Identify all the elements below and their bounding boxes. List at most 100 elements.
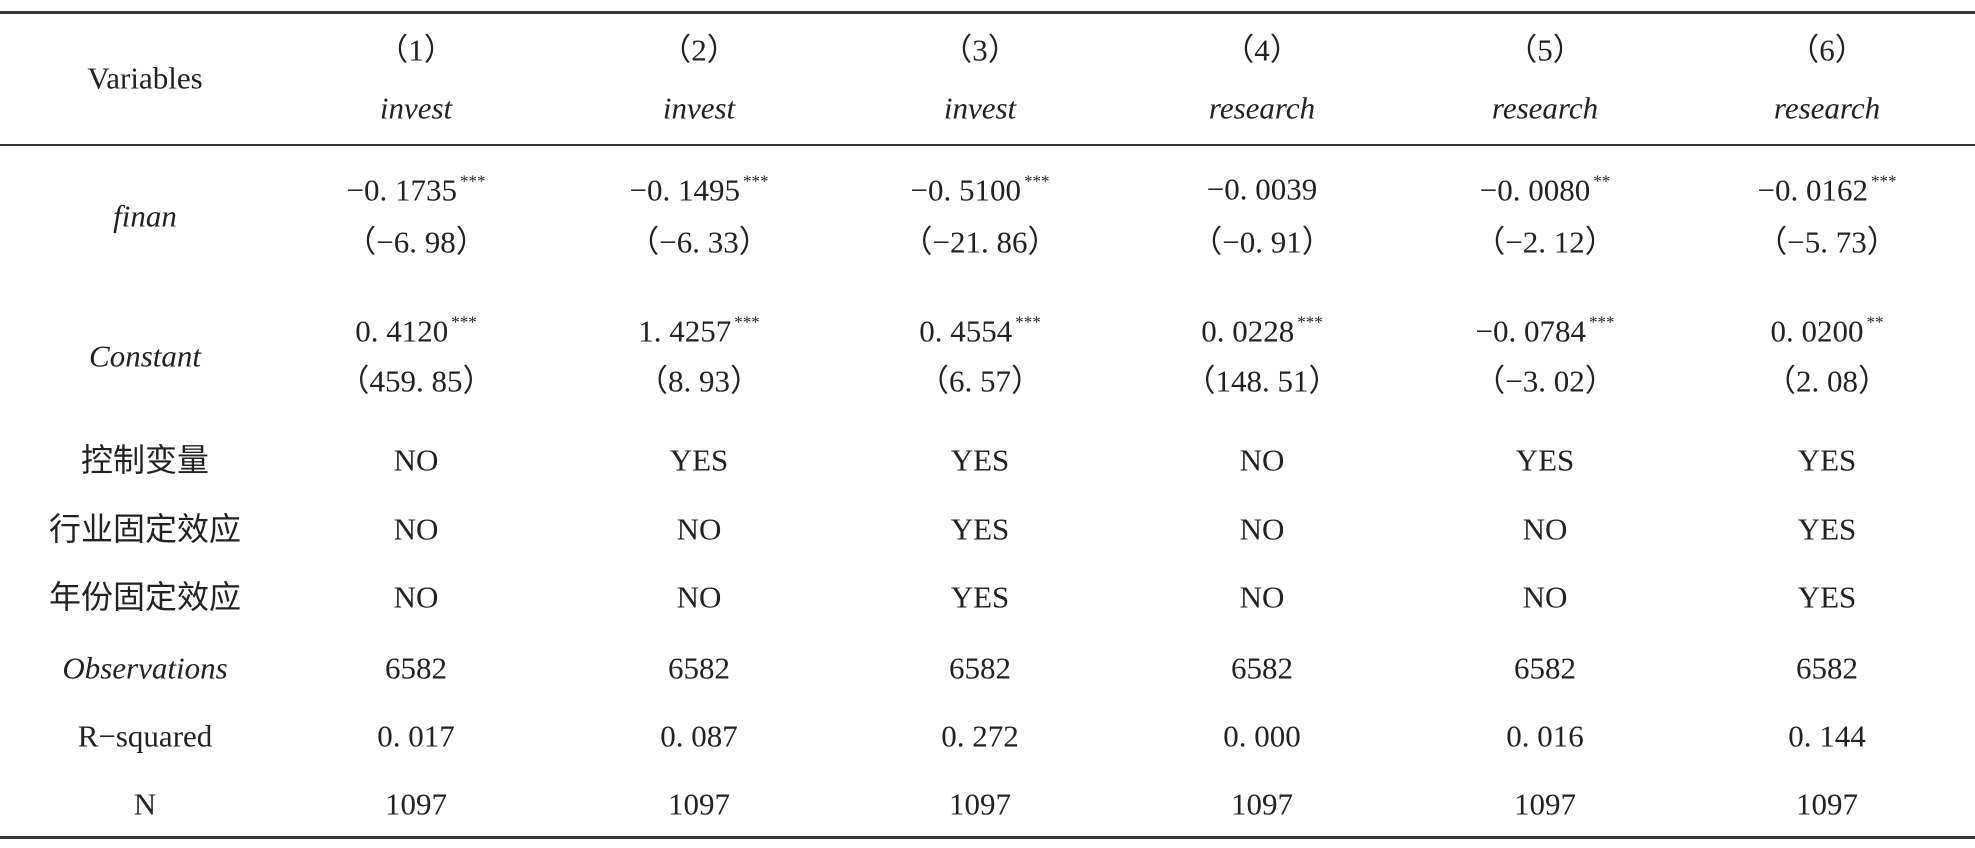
cell: 0. 016 [1506, 718, 1584, 754]
cell: 6582 [1231, 650, 1293, 686]
coefficient-value: −0. 1735 [346, 172, 457, 208]
column-number: （3） [941, 32, 1019, 68]
dependent-variable: research [1208, 90, 1316, 126]
row-label: 行业固定效应 [48, 510, 242, 548]
coefficient: −0. 0162 *** [1758, 173, 1897, 206]
cell: 1097 [385, 786, 447, 822]
cell: YES [1515, 442, 1575, 478]
t-statistic: （−2. 12） [1474, 224, 1616, 260]
cell: NO [1522, 579, 1568, 615]
cell: 6582 [385, 650, 447, 686]
cell: 1097 [668, 786, 730, 822]
cell: NO [393, 442, 439, 478]
coefficient-value: 0. 0228 [1201, 313, 1295, 349]
cell: 0. 144 [1788, 718, 1866, 754]
cell: 0. 000 [1223, 718, 1301, 754]
row-label: 控制变量 [80, 441, 210, 479]
coefficient: 0. 0200 ** [1771, 314, 1884, 347]
cell: 1097 [1796, 786, 1858, 822]
t-statistic: （8. 93） [637, 363, 761, 399]
coefficient-value: −0. 5100 [910, 172, 1021, 208]
cell: YES [669, 442, 729, 478]
coefficient-value: −0. 0080 [1479, 172, 1591, 208]
significance-stars: ** [1593, 171, 1611, 191]
t-statistic: （−6. 33） [628, 224, 770, 260]
row-label: finan [113, 198, 177, 233]
significance-stars: *** [459, 171, 486, 191]
coefficient: −0. 1495 *** [630, 173, 769, 206]
cell: 0. 017 [377, 718, 455, 754]
t-statistic: （−6. 98） [345, 224, 487, 260]
cell: YES [1797, 511, 1857, 547]
t-statistic: （−0. 91） [1191, 224, 1333, 260]
coefficient-value: −0. 1495 [629, 172, 740, 208]
coefficient-value: −0. 0162 [1757, 172, 1868, 208]
t-statistic: （−5. 73） [1756, 224, 1898, 260]
significance-stars: *** [734, 312, 760, 332]
dependent-variable: invest [943, 90, 1017, 126]
coefficient-value: −0. 0039 [1206, 171, 1318, 207]
significance-stars: *** [1015, 312, 1041, 332]
cell: YES [1797, 442, 1857, 478]
cell: NO [393, 511, 439, 547]
column-number: （5） [1506, 32, 1584, 68]
cell: NO [1239, 511, 1285, 547]
column-number: （2） [660, 32, 738, 68]
significance-stars: *** [1588, 312, 1615, 332]
cell: 6582 [1514, 650, 1576, 686]
cell: YES [950, 579, 1010, 615]
coefficient: −0. 0039 [1207, 174, 1317, 205]
cell: 0. 272 [941, 718, 1019, 754]
significance-stars: *** [1297, 312, 1323, 332]
coefficient: 0. 4554 *** [919, 314, 1041, 347]
t-statistic: （459. 85） [338, 363, 494, 399]
cell: 1097 [949, 786, 1011, 822]
coefficient-value: 1. 4257 [638, 313, 732, 349]
row-label: N [133, 786, 157, 822]
cell: 6582 [668, 650, 730, 686]
dependent-variable: research [1773, 90, 1881, 126]
row-label: R−squared [77, 718, 213, 754]
cell: NO [1239, 442, 1285, 478]
top-rule [0, 11, 1975, 14]
cell: NO [1239, 579, 1285, 615]
row-label: Observations [62, 650, 228, 686]
cell: NO [393, 579, 439, 615]
cell: 6582 [949, 650, 1011, 686]
header-label: Variables [87, 60, 203, 96]
coefficient: −0. 0784 *** [1476, 314, 1615, 347]
row-label: 年份固定效应 [48, 578, 242, 616]
cell: NO [676, 579, 722, 615]
column-number: （4） [1223, 32, 1301, 68]
coefficient: −0. 1735 *** [347, 173, 486, 206]
coefficient: 0. 4120 *** [355, 314, 477, 347]
significance-stars: *** [451, 312, 477, 332]
coefficient: 1. 4257 *** [638, 314, 760, 347]
coefficient-value: 0. 0200 [1770, 313, 1864, 349]
cell: 1097 [1231, 786, 1293, 822]
coefficient-value: 0. 4554 [919, 313, 1013, 349]
t-statistic: （148. 51） [1184, 363, 1340, 399]
t-statistic: （−3. 02） [1474, 363, 1616, 399]
row-label: Constant [89, 338, 201, 373]
coefficient: −0. 5100 *** [911, 173, 1050, 206]
coefficient: −0. 0080 ** [1480, 173, 1610, 206]
column-number: （6） [1788, 32, 1866, 68]
cell: 6582 [1796, 650, 1858, 686]
cell: NO [676, 511, 722, 547]
dependent-variable: invest [379, 90, 453, 126]
cell: 1097 [1514, 786, 1576, 822]
coefficient-value: 0. 4120 [355, 313, 449, 349]
dependent-variable: research [1491, 90, 1599, 126]
cell: YES [950, 442, 1010, 478]
cell: YES [1797, 579, 1857, 615]
significance-stars: *** [1023, 171, 1050, 191]
cell: NO [1522, 511, 1568, 547]
significance-stars: *** [742, 171, 769, 191]
cell: 0. 087 [660, 718, 738, 754]
column-number: （1） [377, 32, 455, 68]
coefficient: 0. 0228 *** [1201, 314, 1323, 347]
cell: YES [950, 511, 1010, 547]
bottom-rule [0, 836, 1975, 839]
